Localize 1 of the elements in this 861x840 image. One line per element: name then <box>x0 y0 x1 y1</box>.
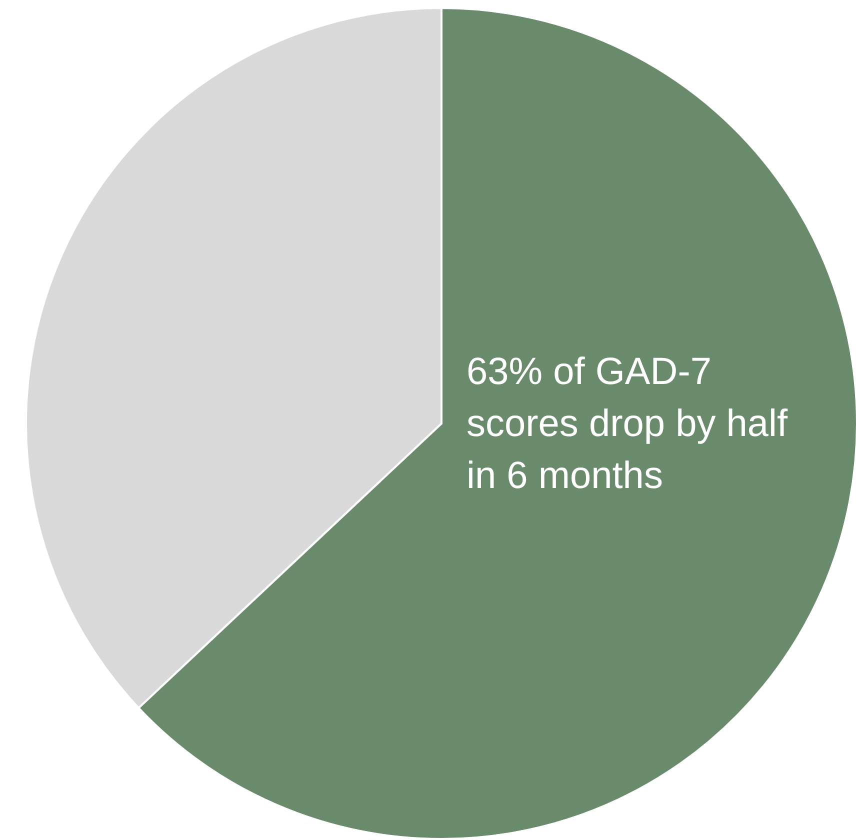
text: 63% of GAD-7 scores drop by half in 6 months <box>466 350 788 497</box>
